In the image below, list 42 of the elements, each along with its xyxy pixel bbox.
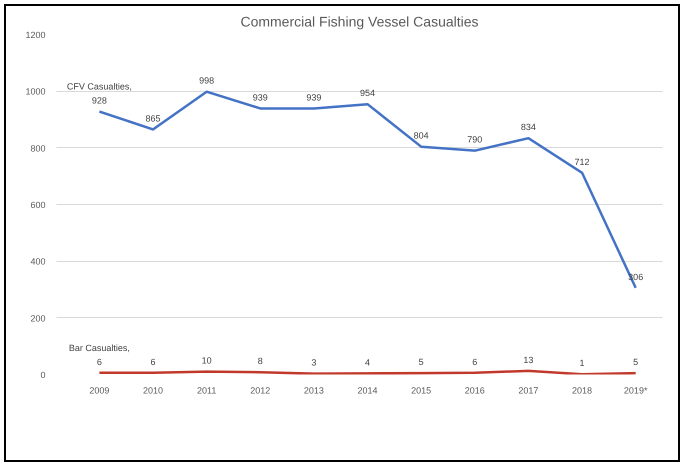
x-tick-label: 2011 xyxy=(196,386,216,396)
x-tick-label: 2016 xyxy=(464,386,485,396)
y-tick-label: 1000 xyxy=(25,86,46,97)
data-label: 1 xyxy=(580,358,585,368)
data-label: 3 xyxy=(311,358,316,368)
x-tick-label: 2018 xyxy=(572,386,592,396)
x-tick-label: 2009 xyxy=(89,386,110,396)
data-label: 865 xyxy=(146,113,161,124)
data-label: 954 xyxy=(360,88,376,98)
y-tick-label: 0 xyxy=(40,370,46,380)
data-label: 8 xyxy=(258,356,263,366)
data-label: 939 xyxy=(306,92,322,102)
data-label: 6 xyxy=(150,356,156,367)
data-label: 790 xyxy=(467,134,482,145)
y-tick-label: 1200 xyxy=(25,30,46,40)
data-label: 939 xyxy=(252,92,268,102)
data-label: 804 xyxy=(414,130,429,141)
data-label: 6 xyxy=(96,356,102,367)
x-tick-label: 2010 xyxy=(143,386,164,396)
data-label: 834 xyxy=(520,122,536,132)
y-tick-label: 800 xyxy=(30,143,46,154)
x-tick-label: 2015 xyxy=(411,386,432,396)
chart-title: Commercial Fishing Vessel Casualties xyxy=(240,14,479,30)
data-label: 13 xyxy=(523,354,534,365)
data-label: 998 xyxy=(199,76,214,86)
data-label: 4 xyxy=(365,357,370,368)
data-label: 10 xyxy=(202,356,212,366)
x-tick-label: 2012 xyxy=(250,386,270,396)
y-tick-label: 200 xyxy=(30,313,46,324)
x-tick-label: 2013 xyxy=(304,386,324,396)
data-label: 928 xyxy=(92,96,107,106)
x-tick-label: 2014 xyxy=(358,386,378,396)
data-label: 712 xyxy=(574,156,590,167)
data-label: 5 xyxy=(633,357,638,368)
text: CFV Casualties, xyxy=(66,82,132,92)
x-tick-label: 2019* xyxy=(624,386,648,396)
data-label: 5 xyxy=(418,357,424,368)
y-tick-label: 400 xyxy=(30,256,46,267)
text: Bar Casualties, xyxy=(68,342,130,353)
y-tick-label: 600 xyxy=(30,200,46,210)
data-label: 6 xyxy=(472,356,478,367)
x-tick-label: 2017 xyxy=(518,386,538,396)
